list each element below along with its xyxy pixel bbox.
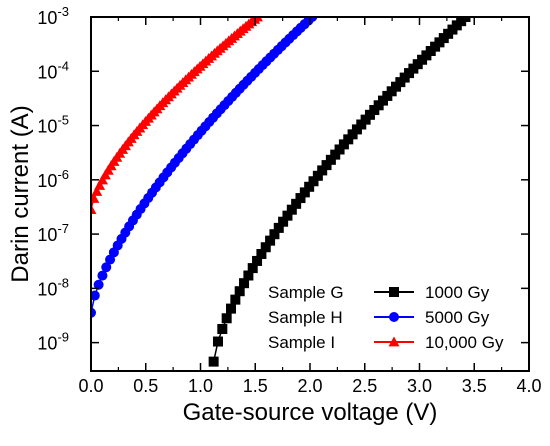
- series-layer: [91, 17, 471, 367]
- y-tick-label: 10-8: [37, 275, 69, 299]
- legend-series-name: 1000 Gy: [425, 283, 490, 302]
- y-tick-label: 10-4: [37, 58, 69, 82]
- data-point: [239, 278, 250, 289]
- x-axis-ticks: 0.0 0.5 1.0 1.5 2.0 2.5 3.0 3.5 4.0: [78, 17, 542, 396]
- y-tick-base: 10: [37, 8, 57, 28]
- data-point: [221, 313, 232, 324]
- data-point: [230, 294, 241, 305]
- data-point: [208, 356, 219, 367]
- legend-series-name: 10,000 Gy: [425, 333, 504, 352]
- data-point: [460, 17, 471, 22]
- data-point: [278, 216, 289, 227]
- data-point: [91, 185, 103, 196]
- x-tick-label: 0.5: [133, 376, 158, 396]
- y-tick-label: 10-6: [37, 167, 69, 191]
- data-point: [96, 174, 108, 185]
- data-point: [260, 242, 271, 253]
- series-line: [91, 17, 258, 210]
- data-point: [212, 336, 223, 347]
- data-point: [226, 303, 237, 314]
- data-point: [308, 176, 319, 187]
- y-tick-exponent: -9: [57, 330, 69, 345]
- data-point: [252, 255, 263, 266]
- data-point: [269, 229, 280, 240]
- data-point: [334, 144, 345, 155]
- series-square: [208, 17, 471, 367]
- y-tick-base: 10: [37, 334, 57, 354]
- x-tick-label: 0.0: [78, 376, 103, 396]
- y-tick-label: 10-9: [37, 330, 69, 354]
- legend-marker: [389, 287, 399, 297]
- y-axis-ticks: 10-910-810-710-610-510-410-3: [37, 4, 529, 354]
- y-tick-label: 10-3: [37, 4, 69, 28]
- data-point: [91, 204, 97, 215]
- data-point: [94, 179, 106, 190]
- y-axis-label: Darin current (A): [7, 105, 34, 282]
- y-tick-base: 10: [37, 62, 57, 82]
- legend: Sample G 1000 Gy Sample H 5000 Gy Sample I 10…: [268, 283, 504, 352]
- data-point: [91, 290, 100, 301]
- data-point: [101, 262, 112, 273]
- data-point: [273, 222, 284, 233]
- data-point: [291, 198, 302, 209]
- legend-sample-label: Sample H: [268, 308, 343, 327]
- legend-series-name: 5000 Gy: [425, 308, 490, 327]
- y-tick-exponent: -6: [57, 167, 69, 182]
- data-point: [91, 307, 96, 318]
- x-axis-label: Gate-source voltage (V): [183, 399, 438, 426]
- data-point: [330, 149, 341, 160]
- y-tick-exponent: -5: [57, 113, 69, 128]
- data-point: [265, 235, 276, 246]
- data-point: [299, 187, 310, 198]
- data-point: [234, 286, 245, 297]
- y-tick-exponent: -4: [57, 58, 69, 73]
- y-tick-label: 10-5: [37, 113, 69, 137]
- y-tick-label: 10-7: [37, 221, 69, 245]
- series-circle: [91, 17, 318, 318]
- data-point: [217, 323, 228, 334]
- x-tick-label: 2.0: [297, 376, 322, 396]
- x-tick-label: 3.0: [407, 376, 432, 396]
- legend-marker: [388, 336, 400, 347]
- data-point: [93, 279, 104, 290]
- y-tick-exponent: -3: [57, 4, 69, 19]
- y-tick-exponent: -8: [57, 275, 69, 290]
- x-tick-label: 2.5: [352, 376, 377, 396]
- data-point: [282, 210, 293, 221]
- y-tick-base: 10: [37, 225, 57, 245]
- y-tick-base: 10: [37, 117, 57, 137]
- data-point: [243, 270, 254, 281]
- data-point: [317, 165, 328, 176]
- data-point: [312, 170, 323, 181]
- legend-marker: [389, 312, 399, 322]
- data-point: [321, 160, 332, 171]
- data-point: [286, 204, 297, 215]
- data-point: [256, 248, 267, 259]
- series-triangle: [91, 17, 263, 215]
- data-point: [295, 193, 306, 204]
- data-point: [338, 139, 349, 150]
- x-tick-label: 3.5: [462, 376, 487, 396]
- legend-sample-label: Sample I: [268, 333, 335, 352]
- y-tick-base: 10: [37, 171, 57, 191]
- x-tick-label: 1.5: [243, 376, 268, 396]
- data-point: [325, 154, 336, 165]
- x-tick-label: 1.0: [188, 376, 213, 396]
- legend-sample-label: Sample G: [268, 283, 344, 302]
- y-tick-exponent: -7: [57, 221, 69, 236]
- y-tick-base: 10: [37, 279, 57, 299]
- data-point: [304, 181, 315, 192]
- x-tick-label: 4.0: [516, 376, 541, 396]
- data-point: [97, 270, 108, 281]
- data-point: [247, 263, 258, 274]
